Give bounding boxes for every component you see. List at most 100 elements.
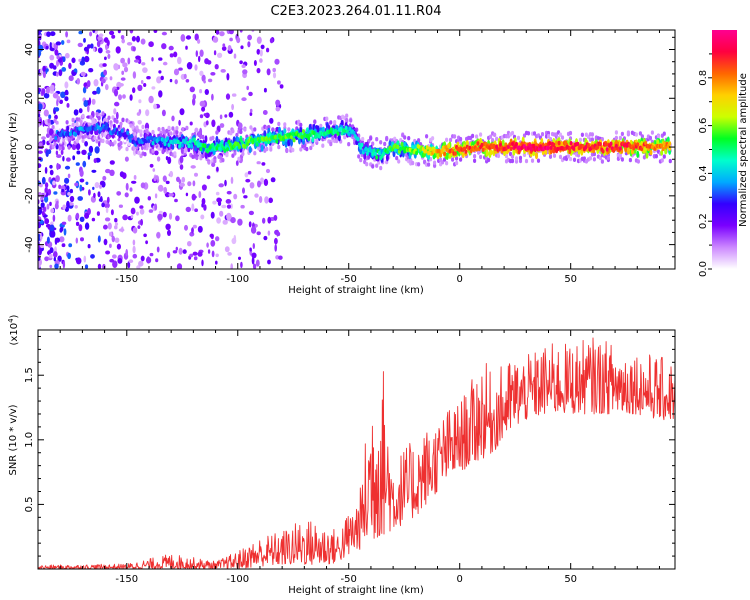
spectrogram-halo-cell bbox=[510, 154, 515, 159]
spectrogram-noise-cell bbox=[96, 86, 101, 95]
spectrogram-ridge-cell bbox=[649, 149, 653, 156]
spectrogram-noise-cell bbox=[42, 70, 47, 79]
spectrogram-noise-cell bbox=[183, 73, 187, 80]
spectrogram-noise-cell bbox=[92, 30, 96, 34]
spectrogram-noise-cell bbox=[97, 191, 101, 198]
spectrogram-noise-cell bbox=[192, 98, 196, 106]
spectrogram-halo-cell bbox=[371, 141, 375, 146]
x-tick-label: -50 bbox=[341, 574, 357, 585]
spectrogram-noise-cell bbox=[124, 156, 129, 162]
spectrogram-noise-cell bbox=[41, 88, 46, 95]
spectrogram-ridge-cell bbox=[645, 151, 649, 159]
spectrogram-noise-cell bbox=[160, 75, 164, 81]
spectrogram-noise-cell bbox=[132, 87, 136, 94]
spectrogram-halo-cell bbox=[423, 159, 427, 164]
spectrogram-noise-cell bbox=[259, 49, 263, 57]
spectrogram-noise-cell bbox=[252, 263, 257, 269]
spectrogram-ridge-cell bbox=[605, 147, 609, 152]
spectrogram-noise-cell bbox=[132, 71, 137, 79]
spectrogram-halo-cell bbox=[105, 118, 109, 123]
spectrogram-noise-cell bbox=[82, 160, 87, 168]
spectrogram-noise-cell bbox=[130, 214, 134, 219]
spectrogram-noise-cell bbox=[103, 69, 107, 76]
spectrogram-ridge-cell bbox=[464, 149, 468, 154]
spectrogram-noise-cell bbox=[224, 246, 230, 253]
spectrogram-noise-cell bbox=[213, 50, 217, 56]
spectrogram-ridge-cell bbox=[375, 155, 379, 160]
spectrogram-noise-cell bbox=[151, 57, 154, 62]
spectrogram-noise-cell bbox=[173, 68, 180, 76]
spectrogram-noise-cell bbox=[64, 91, 69, 96]
spectrogram-ridge-cell bbox=[556, 146, 560, 152]
spectrogram-halo-cell bbox=[383, 141, 387, 147]
spectrogram-halo-cell bbox=[299, 147, 303, 152]
spectrogram-noise-cell bbox=[179, 164, 184, 170]
spectrogram-noise-cell bbox=[102, 63, 107, 67]
spectrogram-ridge-cell bbox=[344, 125, 348, 130]
spectrogram-noise-cell bbox=[120, 35, 125, 40]
spectrogram-noise-cell bbox=[71, 71, 77, 76]
spectrogram-noise-cell bbox=[210, 211, 215, 219]
spectrogram-ridge-cell bbox=[171, 144, 175, 150]
spectrogram-noise-cell bbox=[206, 242, 209, 248]
spectrogram-halo-cell bbox=[453, 134, 457, 139]
spectrogram-halo-cell bbox=[47, 118, 51, 124]
spectrogram-noise-cell bbox=[68, 243, 73, 248]
spectrogram-ridge-cell bbox=[501, 139, 505, 147]
spectrogram-noise-cell bbox=[91, 98, 96, 105]
spectrogram-noise-cell bbox=[136, 211, 139, 216]
spectrogram-noise-cell bbox=[248, 210, 254, 216]
spectrogram-noise-cell bbox=[44, 186, 48, 193]
spectrogram-ridge-cell bbox=[183, 139, 187, 145]
spectrogram-halo-cell bbox=[411, 160, 415, 166]
spectrogram-ridge-cell bbox=[465, 140, 469, 146]
spectrogram-noise-cell bbox=[74, 182, 79, 187]
spectrogram-noise-cell bbox=[215, 191, 220, 196]
spectrogram-halo-cell bbox=[578, 137, 583, 143]
spectrogram-halo-cell bbox=[648, 135, 653, 141]
spectrogram-noise-cell bbox=[220, 69, 226, 73]
spectrogram-noise-cell bbox=[90, 254, 95, 259]
spectrogram-noise-cell bbox=[48, 253, 53, 259]
spectrogram-ridge-cell bbox=[601, 149, 605, 154]
spectrogram-ridge-cell bbox=[576, 141, 580, 147]
spectrogram-noise-cell bbox=[56, 59, 59, 67]
spectrogram-noise-cell bbox=[38, 44, 44, 52]
spectrogram-noise-cell bbox=[130, 207, 136, 215]
spectrogram-noise-cell bbox=[182, 249, 187, 254]
spectrogram-halo-cell bbox=[359, 157, 363, 163]
spectrogram-noise-cell bbox=[55, 41, 62, 46]
spectrogram-noise-cell bbox=[260, 177, 264, 183]
spectrogram-halo-cell bbox=[97, 116, 101, 121]
spectrogram-noise-cell bbox=[179, 155, 184, 164]
spectrogram-noise-cell bbox=[41, 176, 46, 185]
spectrogram-noise-cell bbox=[57, 255, 62, 262]
spectrogram-noise-cell bbox=[118, 228, 125, 232]
spectrogram-halo-cell bbox=[265, 146, 269, 152]
spectrogram-noise-cell bbox=[132, 227, 138, 234]
spectrogram-noise-cell bbox=[140, 38, 146, 45]
spectrogram-noise-cell bbox=[40, 202, 45, 208]
spectrogram-noise-cell bbox=[169, 170, 174, 178]
spectrogram-noise-cell bbox=[231, 93, 237, 97]
spectrogram-halo-cell bbox=[61, 146, 65, 151]
spectrogram-noise-cell bbox=[109, 258, 115, 263]
spectrogram-noise-cell bbox=[211, 119, 216, 128]
spectrogram-halo-cell bbox=[195, 155, 199, 161]
spectrogram-noise-cell bbox=[129, 30, 134, 34]
spectrogram-ridge-cell bbox=[385, 154, 389, 162]
spectrogram-ridge-cell bbox=[598, 142, 602, 147]
spectrogram-noise-cell bbox=[42, 65, 46, 72]
spectrogram-noise-cell bbox=[167, 156, 172, 164]
spectrogram-halo-cell bbox=[299, 122, 303, 128]
spectrogram-noise-cell bbox=[87, 105, 90, 113]
spectrogram-noise-cell bbox=[165, 180, 170, 185]
spectrogram-halo-cell bbox=[285, 148, 289, 154]
spectrogram-noise-cell bbox=[120, 77, 126, 81]
spectrogram-noise-cell bbox=[265, 168, 271, 174]
spectrogram-ridge-cell bbox=[626, 149, 630, 155]
spectrogram-halo-cell bbox=[395, 155, 399, 161]
spectrogram-noise-cell bbox=[210, 240, 216, 247]
spectrogram-noise-cell bbox=[125, 182, 129, 191]
spectrogram-ridge-cell bbox=[480, 142, 484, 148]
